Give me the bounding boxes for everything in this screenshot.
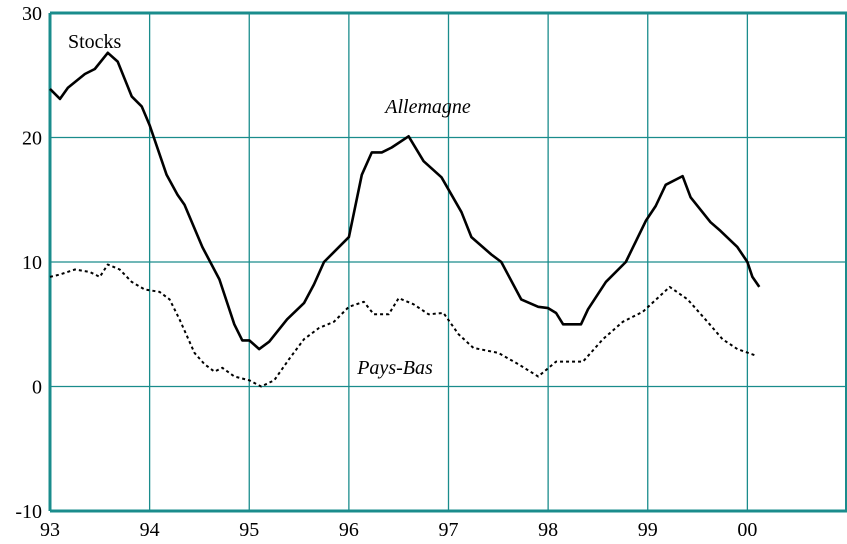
x-tick-label: 97 [439, 519, 459, 541]
x-tick-label: 95 [239, 519, 259, 541]
series-label: Allemagne [383, 96, 471, 118]
x-tick-label: 94 [140, 519, 160, 541]
series-line [49, 51, 761, 351]
x-tick-label: 96 [339, 519, 359, 541]
series-line [49, 263, 756, 388]
y-tick-label: 30 [22, 3, 42, 25]
x-tick-label: 93 [40, 519, 60, 541]
x-tick-label: 99 [638, 519, 658, 541]
y-tick-label: 20 [22, 128, 42, 150]
x-tick-label: 00 [737, 519, 757, 541]
series-label: Pays-Bas [356, 357, 433, 379]
y-tick-label: -10 [15, 501, 42, 523]
y-tick-label: 10 [22, 252, 42, 274]
x-tick-label: 98 [538, 519, 558, 541]
chart-title: Stocks [68, 31, 122, 53]
y-tick-label: 0 [32, 377, 42, 399]
